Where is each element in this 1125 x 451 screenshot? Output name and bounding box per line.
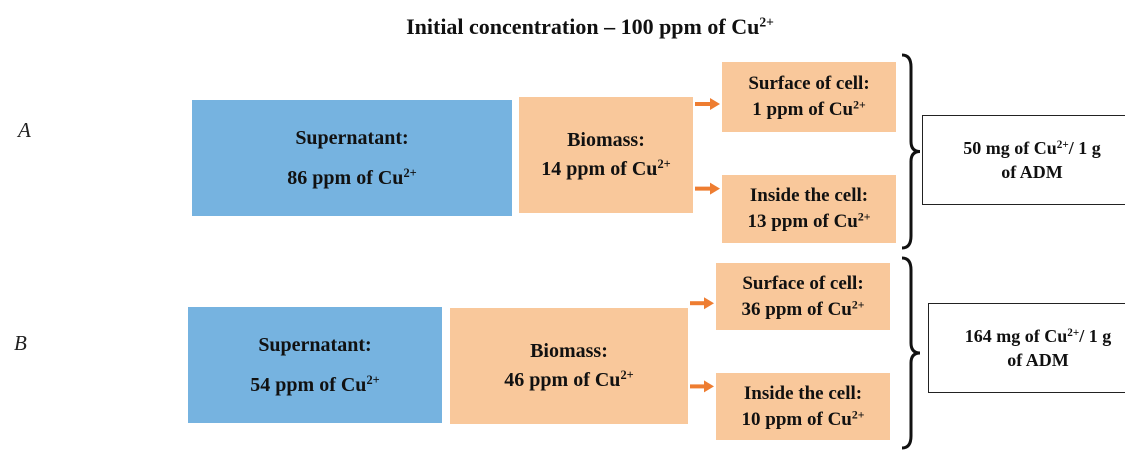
row-label: B (14, 331, 27, 355)
text: of ADM (1007, 350, 1069, 370)
text: 1 ppm of Cu (752, 99, 854, 120)
text-line: 36 ppm of Cu2+ (742, 297, 865, 323)
text-line: Biomass: (530, 337, 608, 366)
inside-box: Inside the cell: 10 ppm of Cu2+ (716, 373, 890, 440)
text: 50 mg of Cu (963, 137, 1057, 158)
result-box: 164 mg of Cu2+/ 1 g of ADM (928, 303, 1125, 393)
text: 46 ppm of Cu (504, 369, 621, 391)
text-line: 54 ppm of Cu2+ (250, 365, 379, 405)
text-line: 86 ppm of Cu2+ (287, 158, 416, 198)
charge: 2+ (620, 368, 634, 383)
text-line: 13 ppm of Cu2+ (748, 209, 871, 235)
text: Surface of cell: (742, 272, 864, 294)
biomass-box: Biomass: 46 ppm of Cu2+ (450, 308, 688, 424)
text-line: Biomass: (567, 126, 645, 155)
title-text: Initial concentration – 100 ppm of Cu (406, 14, 760, 39)
text: Biomass: (567, 129, 645, 151)
arrow-head (710, 182, 720, 195)
inside-box: Inside the cell: 13 ppm of Cu2+ (722, 175, 896, 243)
title: Initial concentration – 100 ppm of Cu2+ (0, 14, 1125, 40)
title-charge: 2+ (759, 14, 774, 30)
charge: 2+ (366, 373, 380, 388)
text-line: Inside the cell: (744, 381, 862, 407)
supernatant-box: Supernatant: 86 ppm of Cu2+ (192, 100, 512, 216)
arrow-head (710, 98, 720, 110)
biomass-box: Biomass: 14 ppm of Cu2+ (519, 97, 693, 213)
text-line: 46 ppm of Cu2+ (504, 366, 633, 395)
result-box: 50 mg of Cu2+/ 1 g of ADM (922, 115, 1125, 205)
text-line: 10 ppm of Cu2+ (742, 407, 865, 433)
text-line: 164 mg of Cu2+/ 1 g (965, 324, 1111, 348)
text-line: Inside the cell: (750, 183, 868, 209)
text-line: Surface of cell: (742, 271, 863, 297)
charge: 2+ (853, 98, 866, 112)
text: 164 mg of Cu (964, 325, 1068, 346)
text: 86 ppm of Cu (287, 167, 404, 189)
text-line: of ADM (1007, 348, 1069, 372)
arrow-head (704, 380, 714, 393)
text: 14 ppm of Cu (541, 158, 658, 180)
text: Surface of cell: (748, 73, 870, 95)
charge: 2+ (1056, 138, 1069, 151)
charge: 2+ (657, 157, 671, 172)
text: / 1 g (1079, 325, 1112, 346)
text: 36 ppm of Cu (741, 298, 852, 320)
text: 13 ppm of Cu (747, 211, 858, 232)
charge: 2+ (851, 298, 865, 312)
surface-box: Surface of cell: 1 ppm of Cu2+ (722, 62, 896, 132)
brace (901, 53, 921, 250)
row-label: A (18, 118, 31, 142)
text-line: Surface of cell: (748, 71, 869, 97)
charge: 2+ (851, 408, 865, 422)
text: Supernatant: (258, 334, 372, 356)
text-line: 1 ppm of Cu2+ (752, 97, 865, 123)
charge: 2+ (403, 166, 417, 181)
surface-box: Surface of cell: 36 ppm of Cu2+ (716, 263, 890, 330)
text: / 1 g (1068, 137, 1101, 158)
text: of ADM (1001, 162, 1063, 182)
text: Biomass: (530, 340, 608, 362)
text-line: 50 mg of Cu2+/ 1 g (963, 136, 1100, 160)
text: Inside the cell: (749, 185, 869, 207)
charge: 2+ (1067, 326, 1080, 339)
text: 10 ppm of Cu (741, 408, 852, 430)
text: 54 ppm of Cu (250, 374, 367, 396)
text: Supernatant: (295, 127, 409, 149)
charge: 2+ (857, 210, 871, 224)
text-line: Supernatant: (258, 325, 371, 365)
brace (901, 256, 921, 450)
text-line: 14 ppm of Cu2+ (541, 155, 670, 184)
text: Inside the cell: (743, 382, 863, 404)
arrow-head (704, 297, 714, 310)
supernatant-box: Supernatant: 54 ppm of Cu2+ (188, 307, 442, 423)
text-line: of ADM (1001, 160, 1063, 184)
text-line: Supernatant: (295, 118, 408, 158)
